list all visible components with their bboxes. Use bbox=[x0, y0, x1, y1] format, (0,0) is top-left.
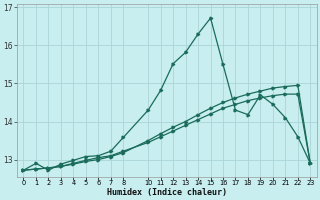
X-axis label: Humidex (Indice chaleur): Humidex (Indice chaleur) bbox=[107, 188, 227, 197]
